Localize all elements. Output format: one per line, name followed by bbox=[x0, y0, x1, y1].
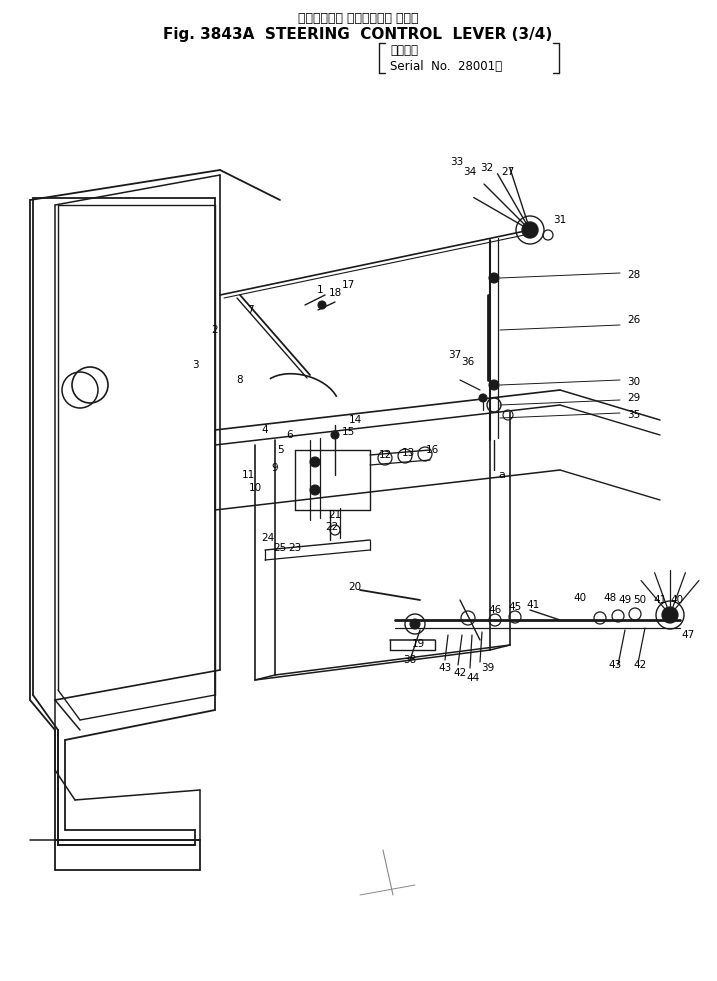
Text: 49: 49 bbox=[618, 595, 632, 605]
Text: 適用号機: 適用号機 bbox=[390, 44, 418, 58]
Text: 5: 5 bbox=[277, 445, 283, 455]
Circle shape bbox=[331, 431, 339, 439]
Text: 44: 44 bbox=[466, 673, 480, 683]
Text: 33: 33 bbox=[450, 157, 464, 167]
Text: 40: 40 bbox=[670, 595, 683, 605]
Text: 36: 36 bbox=[461, 357, 475, 367]
Text: 22: 22 bbox=[326, 522, 338, 532]
Text: 35: 35 bbox=[627, 410, 640, 420]
Text: 41: 41 bbox=[653, 595, 667, 605]
Text: 41: 41 bbox=[526, 600, 540, 610]
Text: 8: 8 bbox=[237, 375, 243, 385]
Text: ステアリング コントロール レバー: ステアリング コントロール レバー bbox=[298, 12, 418, 25]
Text: 46: 46 bbox=[488, 605, 502, 615]
Text: 21: 21 bbox=[328, 510, 341, 520]
Text: 40: 40 bbox=[574, 593, 587, 603]
Text: a: a bbox=[498, 470, 505, 480]
Text: 9: 9 bbox=[272, 463, 278, 473]
Text: 45: 45 bbox=[508, 602, 522, 612]
Circle shape bbox=[489, 380, 499, 390]
Text: 37: 37 bbox=[448, 350, 462, 360]
Text: 2: 2 bbox=[212, 325, 218, 335]
Text: Fig. 3843A  STEERING  CONTROL  LEVER (3/4): Fig. 3843A STEERING CONTROL LEVER (3/4) bbox=[163, 27, 553, 42]
Text: 38: 38 bbox=[404, 655, 417, 665]
Circle shape bbox=[662, 607, 678, 623]
Text: 11: 11 bbox=[242, 470, 255, 480]
Text: 20: 20 bbox=[348, 582, 361, 592]
Text: 1: 1 bbox=[317, 285, 323, 295]
Text: 17: 17 bbox=[341, 280, 355, 290]
Text: 43: 43 bbox=[609, 660, 622, 670]
Circle shape bbox=[310, 457, 320, 467]
Text: 6: 6 bbox=[287, 430, 293, 440]
Text: 28: 28 bbox=[627, 270, 640, 280]
Text: 16: 16 bbox=[425, 445, 439, 455]
Text: 10: 10 bbox=[248, 483, 262, 493]
Text: 19: 19 bbox=[412, 639, 424, 649]
Text: 3: 3 bbox=[191, 360, 199, 370]
Text: 50: 50 bbox=[633, 595, 647, 605]
Text: 42: 42 bbox=[633, 660, 647, 670]
Text: 18: 18 bbox=[328, 288, 341, 298]
Circle shape bbox=[489, 273, 499, 283]
Text: 26: 26 bbox=[627, 315, 640, 325]
Text: 27: 27 bbox=[501, 167, 515, 177]
Text: 13: 13 bbox=[402, 448, 414, 458]
Text: Serial  No.  28001～: Serial No. 28001～ bbox=[390, 60, 502, 73]
Text: 23: 23 bbox=[288, 543, 302, 553]
Text: 34: 34 bbox=[463, 167, 477, 177]
Text: 25: 25 bbox=[273, 543, 287, 553]
Text: 24: 24 bbox=[262, 533, 275, 543]
Circle shape bbox=[410, 619, 420, 629]
Text: 12: 12 bbox=[379, 450, 391, 460]
Text: 15: 15 bbox=[341, 427, 355, 437]
Circle shape bbox=[318, 301, 326, 309]
Text: 14: 14 bbox=[348, 415, 361, 425]
Text: 39: 39 bbox=[481, 663, 495, 673]
Text: 32: 32 bbox=[480, 163, 493, 173]
Text: 30: 30 bbox=[627, 377, 640, 387]
Text: 4: 4 bbox=[262, 425, 268, 435]
Text: 29: 29 bbox=[627, 393, 640, 403]
Text: 43: 43 bbox=[438, 663, 452, 673]
Circle shape bbox=[522, 222, 538, 238]
Circle shape bbox=[310, 485, 320, 495]
Circle shape bbox=[479, 394, 487, 402]
Text: 48: 48 bbox=[604, 593, 617, 603]
Text: 31: 31 bbox=[554, 215, 566, 225]
Text: 7: 7 bbox=[247, 305, 253, 315]
Text: 42: 42 bbox=[453, 668, 467, 678]
Text: 47: 47 bbox=[681, 630, 695, 640]
